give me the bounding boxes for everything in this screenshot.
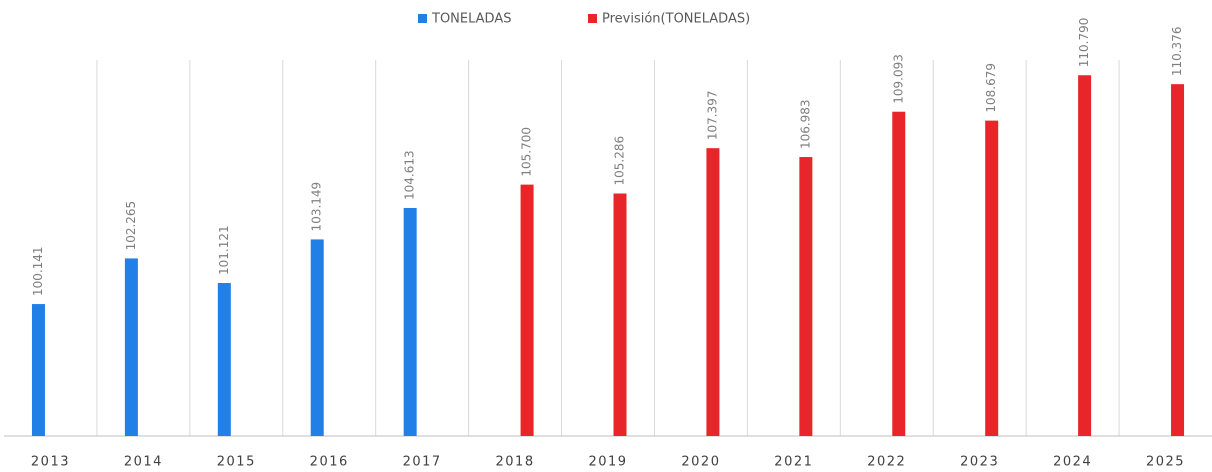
x-tick-label: 2015 (217, 455, 256, 470)
value-label: 103.149 (310, 182, 324, 232)
bar (706, 148, 720, 436)
value-label: 102.265 (124, 201, 138, 251)
x-tick-label: 2024 (1053, 455, 1092, 470)
legend-label: Previsión(TONELADAS) (602, 12, 750, 27)
legend-swatch (588, 14, 597, 23)
value-label: 110.376 (1170, 27, 1184, 77)
x-tick-label: 2016 (310, 455, 349, 470)
x-tick-label: 2018 (496, 455, 535, 470)
bar (613, 193, 627, 436)
bar (520, 184, 534, 436)
legend-label: TONELADAS (431, 12, 511, 27)
legend-swatch (418, 14, 427, 23)
bar (1171, 84, 1185, 437)
x-tick-label: 2021 (774, 455, 813, 470)
x-tick-label: 2025 (1146, 455, 1185, 470)
value-label: 107.397 (705, 91, 719, 141)
x-tick-label: 2023 (960, 455, 999, 470)
value-label: 105.700 (520, 127, 534, 177)
bar (31, 304, 45, 436)
value-label: 105.286 (613, 136, 627, 186)
x-tick-label: 2020 (681, 455, 720, 470)
value-label: 101.121 (217, 225, 231, 275)
value-label: 100.141 (31, 246, 45, 296)
value-label: 108.679 (984, 63, 998, 113)
x-tick-label: 2013 (31, 455, 70, 470)
bar (799, 157, 813, 436)
value-label: 109.093 (891, 54, 905, 104)
x-tick-label: 2014 (124, 455, 163, 470)
x-tick-label: 2022 (867, 455, 906, 470)
bar (892, 111, 906, 436)
value-label: 110.790 (1077, 18, 1091, 68)
value-label: 106.983 (798, 99, 812, 149)
bar (403, 207, 417, 436)
x-tick-label: 2017 (403, 455, 442, 470)
x-tick-label: 2019 (588, 455, 627, 470)
bar (1078, 75, 1092, 437)
bar (310, 239, 324, 436)
value-label: 104.613 (403, 150, 417, 200)
bar (985, 120, 999, 436)
bar (124, 258, 138, 436)
bar (217, 283, 231, 436)
